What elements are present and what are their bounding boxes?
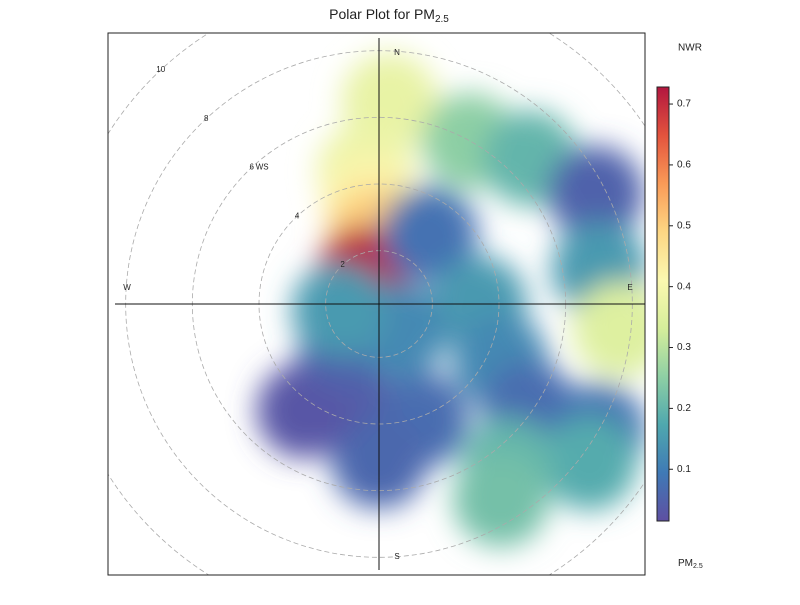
colorbar-tick-label: 0.3 xyxy=(677,342,691,353)
compass-label: W xyxy=(123,283,131,292)
colorbar-tick-label: 0.1 xyxy=(677,464,691,475)
colorbar-tick-label: 0.4 xyxy=(677,281,691,292)
surface-cell xyxy=(573,281,645,378)
surface-cell xyxy=(547,145,644,242)
compass-label: N xyxy=(394,48,400,57)
r-tick-label: 4 xyxy=(295,211,300,220)
colorbar-tick-label: 0.2 xyxy=(677,403,691,414)
r-tick-label: 2 xyxy=(340,260,345,269)
surface-cell xyxy=(452,451,549,548)
surface xyxy=(256,52,645,548)
surface-cell xyxy=(381,185,478,282)
r-tick-label: 10 xyxy=(156,65,165,74)
chart-title: Polar Plot for PM2.5 xyxy=(329,6,449,25)
r-tick-label: 8 xyxy=(204,114,209,123)
colorbar-tick-label: 0.7 xyxy=(677,99,691,110)
colorbar-tick-label: 0.5 xyxy=(677,220,691,231)
colorbar-title: NWR xyxy=(678,43,702,54)
colorbar-tick-label: 0.6 xyxy=(677,160,691,171)
colorbar xyxy=(656,86,670,522)
compass-label: S xyxy=(394,552,399,561)
compass-label: E xyxy=(627,283,632,292)
surface-cell xyxy=(541,414,638,511)
colorbar-label: PM2.5 xyxy=(678,558,703,570)
surface-cell xyxy=(291,262,388,359)
r-tick-label: 6 xyxy=(249,163,254,172)
r-axis-label: WS xyxy=(256,163,269,172)
